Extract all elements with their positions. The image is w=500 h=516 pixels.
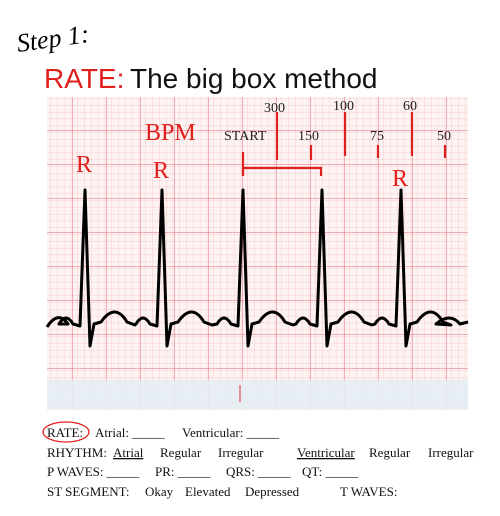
marker-label: 75: [370, 129, 384, 144]
rate-label: RATE:: [44, 63, 124, 94]
ws-text: Elevated: [185, 484, 231, 499]
ws-text: Depressed: [245, 484, 300, 499]
r-label: R: [153, 158, 169, 184]
ecg-strip: [47, 380, 468, 410]
bpm-markers: [241, 112, 447, 176]
ws-text: RATE:: [47, 425, 83, 440]
rate-circle: [42, 421, 90, 443]
marker-label: 60: [403, 99, 417, 114]
r-label: R: [392, 166, 408, 192]
ws-text: Ventricular: _____: [182, 425, 280, 440]
marker-label: 100: [333, 99, 354, 114]
ws-text: QRS: _____: [226, 464, 291, 479]
ws-text: Regular: [160, 445, 202, 460]
ws-text: Irregular: [218, 445, 264, 460]
bpm-label: BPM: [145, 120, 196, 146]
ws-text: Atrial: [113, 445, 144, 460]
title: The big box method: [130, 63, 378, 94]
ws-text: Regular: [369, 445, 411, 460]
r-label: R: [76, 152, 92, 178]
marker-label: 300: [264, 101, 285, 116]
step-label: Step 1:: [15, 19, 91, 58]
ws-text: T WAVES:: [340, 484, 397, 499]
ws-text: RHYTHM:: [47, 445, 107, 460]
ws-text: Atrial: _____: [95, 425, 165, 440]
ws-text: Okay: [145, 484, 174, 499]
ws-text: Ventricular: [297, 445, 355, 460]
ws-text: ST SEGMENT:: [47, 484, 130, 499]
ws-text: Irregular: [428, 445, 474, 460]
start-label: START: [224, 129, 267, 144]
ecg-trace: [45, 188, 469, 348]
ws-text: QT: _____: [302, 464, 359, 479]
ws-text: P WAVES: _____: [47, 464, 140, 479]
marker-label: 50: [437, 129, 451, 144]
marker-label: 150: [298, 129, 319, 144]
ws-text: PR: _____: [155, 464, 211, 479]
